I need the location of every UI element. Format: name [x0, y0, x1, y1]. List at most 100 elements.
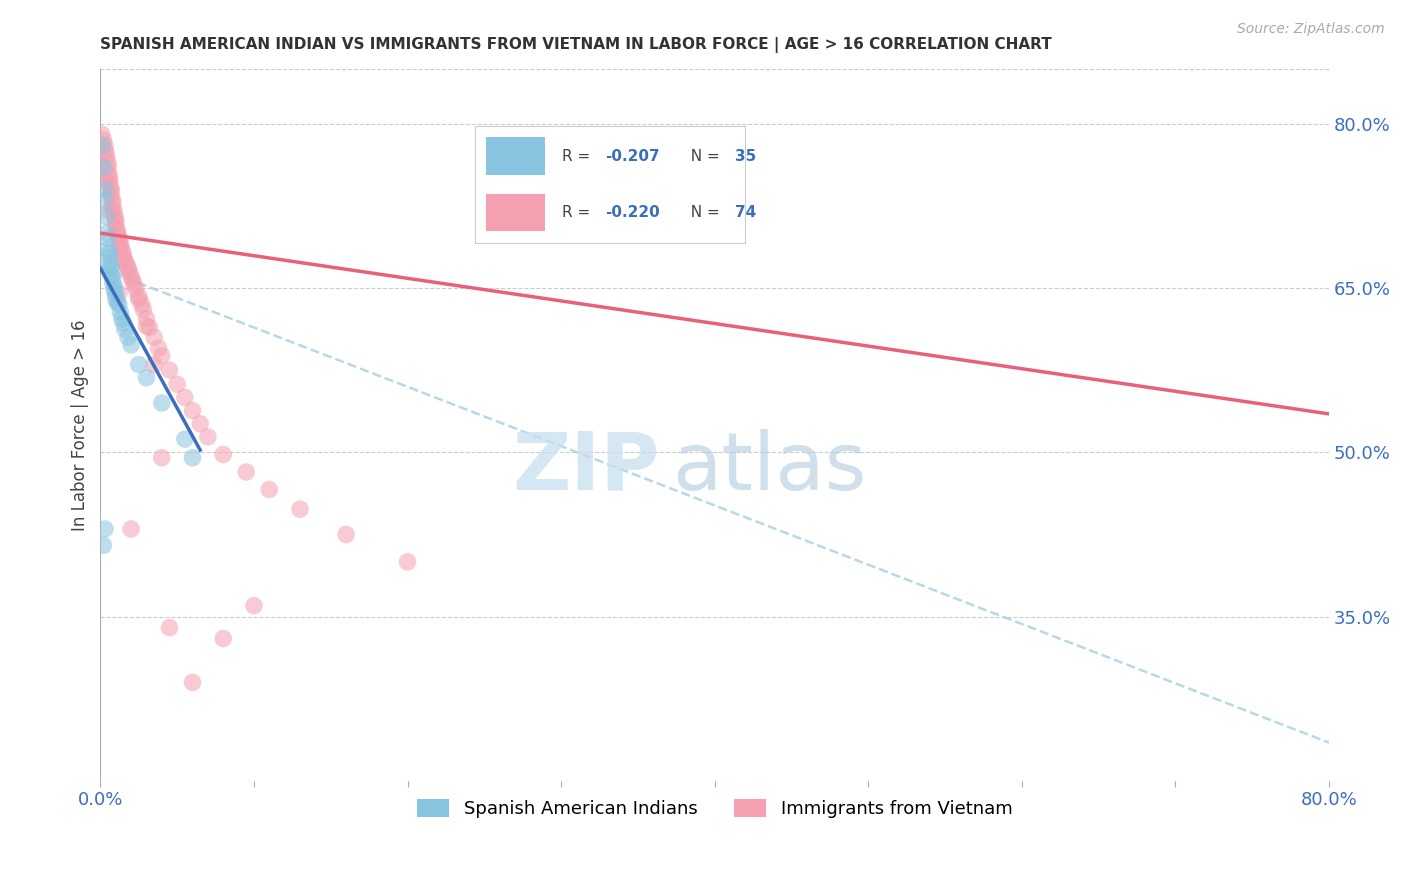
Point: [212, 632, 235, 646]
Point: [97, 231, 120, 245]
Point: [90, 138, 112, 153]
Point: [105, 223, 128, 237]
Point: [104, 286, 127, 301]
Point: [138, 320, 160, 334]
Point: [104, 211, 127, 226]
Point: [243, 599, 266, 613]
Point: [103, 204, 125, 219]
Point: [112, 316, 135, 330]
Point: [94, 193, 117, 207]
Point: [107, 286, 129, 301]
Point: [107, 229, 129, 244]
Point: [100, 261, 122, 276]
Point: [93, 161, 115, 175]
Point: [90, 128, 112, 142]
Point: [150, 349, 173, 363]
Point: [120, 338, 142, 352]
Point: [96, 147, 118, 161]
Point: [98, 178, 121, 192]
Point: [122, 277, 145, 292]
Point: [98, 257, 121, 271]
Point: [128, 292, 150, 306]
Point: [94, 138, 117, 153]
Legend: Spanish American Indians, Immigrants from Vietnam: Spanish American Indians, Immigrants fro…: [409, 791, 1019, 825]
Text: ZIP: ZIP: [512, 428, 659, 507]
Point: [96, 152, 118, 166]
Point: [159, 621, 181, 635]
Point: [197, 430, 219, 444]
Point: [128, 290, 150, 304]
Point: [159, 363, 181, 377]
Point: [101, 193, 124, 207]
Point: [94, 171, 117, 186]
Point: [93, 538, 115, 552]
Point: [150, 396, 173, 410]
Point: [235, 465, 257, 479]
Point: [114, 253, 136, 268]
Point: [110, 235, 132, 250]
Point: [135, 319, 157, 334]
Point: [112, 247, 135, 261]
Point: [117, 330, 139, 344]
Point: [166, 377, 188, 392]
Point: [117, 261, 139, 276]
Point: [288, 502, 311, 516]
Point: [104, 219, 127, 234]
Point: [120, 522, 142, 536]
Point: [100, 268, 122, 282]
Point: [396, 555, 419, 569]
Point: [101, 201, 124, 215]
Point: [98, 250, 121, 264]
Point: [259, 483, 281, 497]
Text: SPANISH AMERICAN INDIAN VS IMMIGRANTS FROM VIETNAM IN LABOR FORCE | AGE > 16 COR: SPANISH AMERICAN INDIAN VS IMMIGRANTS FR…: [100, 37, 1052, 54]
Point: [121, 273, 143, 287]
Point: [104, 215, 127, 229]
Point: [104, 292, 127, 306]
Point: [97, 166, 120, 180]
Point: [101, 269, 124, 284]
Point: [98, 245, 121, 260]
Point: [98, 204, 121, 219]
Point: [107, 297, 129, 311]
Y-axis label: In Labor Force | Age > 16: In Labor Force | Age > 16: [72, 319, 89, 531]
Point: [117, 261, 139, 276]
Point: [181, 450, 204, 465]
Point: [100, 181, 122, 195]
Point: [103, 278, 125, 293]
Point: [101, 196, 124, 211]
Point: [118, 266, 141, 280]
Point: [98, 169, 121, 183]
Point: [143, 358, 166, 372]
Point: [105, 226, 128, 240]
Point: [131, 297, 153, 311]
Point: [103, 209, 125, 223]
Point: [112, 250, 135, 264]
Point: [135, 370, 157, 384]
Point: [97, 156, 120, 170]
Point: [107, 233, 129, 247]
Point: [128, 358, 150, 372]
Point: [94, 522, 117, 536]
Point: [188, 417, 211, 431]
Point: [173, 432, 195, 446]
Point: [100, 185, 122, 199]
Point: [143, 330, 166, 344]
Point: [93, 133, 115, 147]
Point: [100, 259, 122, 273]
Point: [97, 243, 120, 257]
Text: atlas: atlas: [672, 428, 866, 507]
Point: [135, 311, 157, 326]
Point: [96, 210, 118, 224]
Point: [132, 302, 155, 317]
Point: [181, 403, 204, 417]
Point: [124, 282, 146, 296]
Point: [101, 276, 124, 290]
Point: [100, 189, 122, 203]
Point: [94, 182, 117, 196]
Point: [107, 231, 129, 245]
Text: Source: ZipAtlas.com: Source: ZipAtlas.com: [1237, 22, 1385, 37]
Point: [96, 226, 118, 240]
Point: [181, 675, 204, 690]
Point: [120, 269, 142, 284]
Point: [173, 391, 195, 405]
